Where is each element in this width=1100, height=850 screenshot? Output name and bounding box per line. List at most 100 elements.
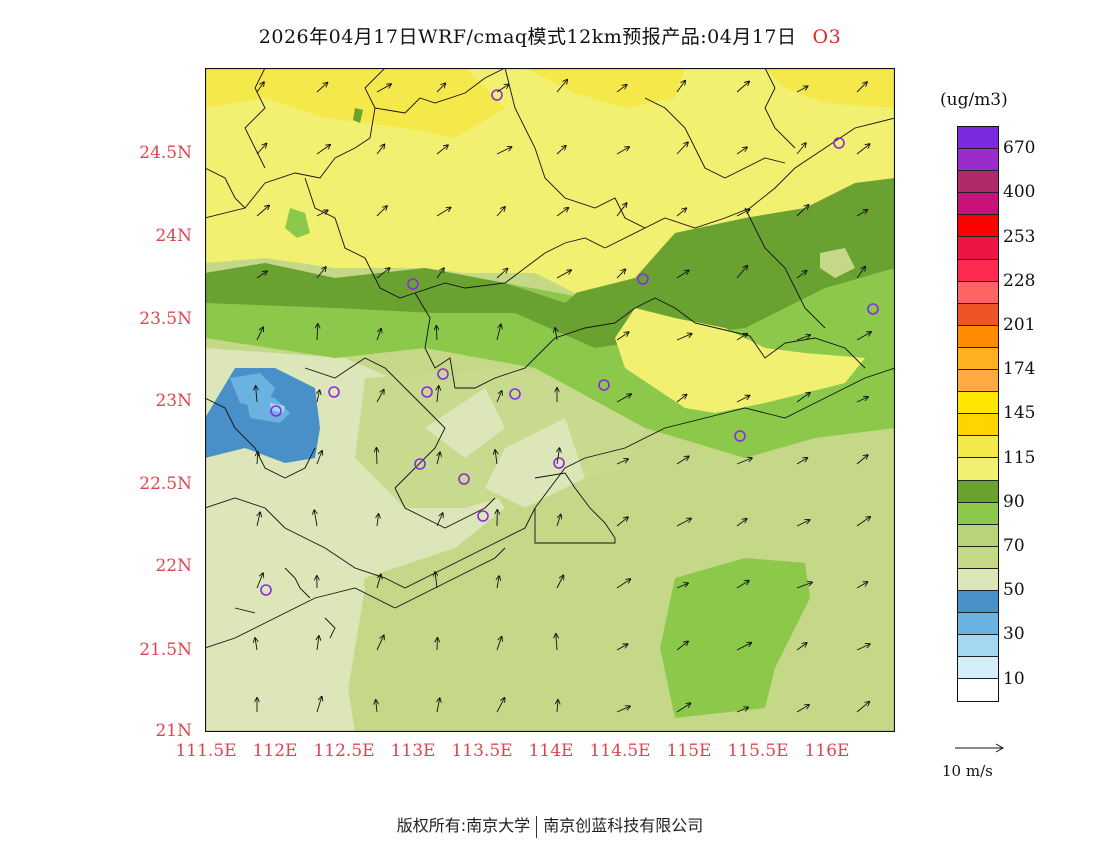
lat-label: 22N [155, 556, 192, 576]
color-scale-label: 115 [1003, 447, 1036, 468]
wind-vector [496, 637, 502, 651]
wind-vector [316, 451, 322, 465]
wind-vector [256, 386, 257, 403]
wind-vector [317, 390, 320, 403]
color-scale-label: 70 [1003, 535, 1025, 556]
color-box [958, 259, 998, 282]
wind-vector [436, 268, 444, 279]
wind-vector [436, 208, 451, 217]
color-box [958, 568, 998, 591]
color-box [958, 502, 998, 525]
color-box [958, 370, 998, 393]
color-box [958, 436, 998, 459]
wind-vector [616, 459, 628, 465]
lon-label: 116E [804, 741, 850, 761]
color-scale-label: 228 [1003, 270, 1036, 291]
wind-vector [736, 210, 750, 217]
wind-vector [437, 452, 440, 465]
color-box [958, 546, 998, 569]
color-scale-label: 30 [1003, 624, 1025, 645]
wind-vector [676, 519, 691, 527]
wind-vector [555, 328, 557, 341]
color-box [958, 325, 998, 348]
lat-label: 21N [155, 721, 192, 741]
color-scale [957, 126, 999, 703]
wind-reference-label: 10 m/s [942, 762, 993, 780]
wind-vector [856, 455, 868, 465]
wind-vector [255, 638, 257, 651]
wind-vector [736, 334, 747, 341]
wind-vector [317, 324, 318, 341]
color-box [958, 613, 998, 636]
wind-vector [616, 203, 627, 217]
wind-vector [796, 271, 807, 279]
lat-label: 23N [155, 391, 192, 411]
color-scale-label: 201 [1003, 314, 1036, 335]
wind-vector [796, 458, 807, 465]
species-label: O3 [812, 26, 842, 48]
wind-vector [676, 703, 690, 713]
wind-vector [435, 572, 437, 589]
wind-vector [856, 397, 868, 403]
forecast-map [205, 68, 895, 732]
wind-vector [437, 698, 440, 713]
lon-label: 115E [666, 741, 712, 761]
lon-label: 112E [252, 741, 298, 761]
wind-vector [256, 271, 267, 279]
wind-vector [796, 582, 812, 589]
color-box [958, 171, 998, 194]
wind-vector [856, 517, 870, 527]
wind-vector [796, 335, 810, 341]
wind-vector [676, 334, 692, 341]
wind-vector [376, 390, 384, 403]
wind-vector [856, 582, 867, 589]
wind-vector [436, 513, 443, 527]
wind-vector [495, 450, 497, 465]
legend-unit: (ug/m3) [940, 90, 1008, 110]
footer-left: 版权所有:南京大学 [396, 816, 531, 835]
wind-vector [556, 634, 557, 651]
wind-vector [736, 458, 752, 465]
color-scale-label: 253 [1003, 226, 1036, 247]
color-box [958, 281, 998, 304]
wind-vector [496, 391, 502, 403]
map-title: 2026年04月17日WRF/cmaq模式12km预报产品:04月17日 O3 [0, 22, 1100, 49]
station-markers [260, 89, 879, 596]
wind-vector [557, 448, 560, 465]
lon-label: 113.5E [451, 741, 513, 761]
wind-vector [436, 83, 445, 93]
wind-vector [676, 456, 689, 465]
lon-label: 114E [528, 741, 574, 761]
color-scale-label: 400 [1003, 182, 1036, 203]
wind-vector [496, 698, 505, 713]
wind-vector [736, 643, 751, 651]
wind-vector [376, 268, 390, 279]
color-box [958, 590, 998, 614]
wind-vector [856, 144, 870, 155]
wind-vector [796, 520, 810, 527]
wind-vector [497, 576, 499, 589]
lat-label: 24.5N [139, 143, 192, 163]
wind-vector [316, 210, 328, 217]
wind-vector [376, 206, 387, 217]
wind-vector [317, 636, 319, 651]
color-scale-label: 10 [1003, 668, 1025, 689]
wind-vector [856, 82, 867, 93]
wind-vector [856, 644, 870, 651]
wind-vector [616, 706, 630, 713]
wind-vector [796, 86, 808, 93]
lat-label: 24N [155, 226, 192, 246]
color-box [958, 149, 998, 172]
wind-vector [376, 700, 377, 713]
color-scale-label: 174 [1003, 359, 1036, 380]
wind-vector [377, 514, 379, 527]
color-box [958, 392, 998, 415]
wind-vector [676, 395, 687, 403]
color-box [958, 458, 998, 481]
wind-vector [856, 332, 871, 341]
wind-vector [376, 329, 381, 341]
wind-vector [556, 146, 566, 155]
color-box [958, 127, 998, 150]
lon-label: 115.5E [727, 741, 789, 761]
color-box [958, 215, 998, 238]
